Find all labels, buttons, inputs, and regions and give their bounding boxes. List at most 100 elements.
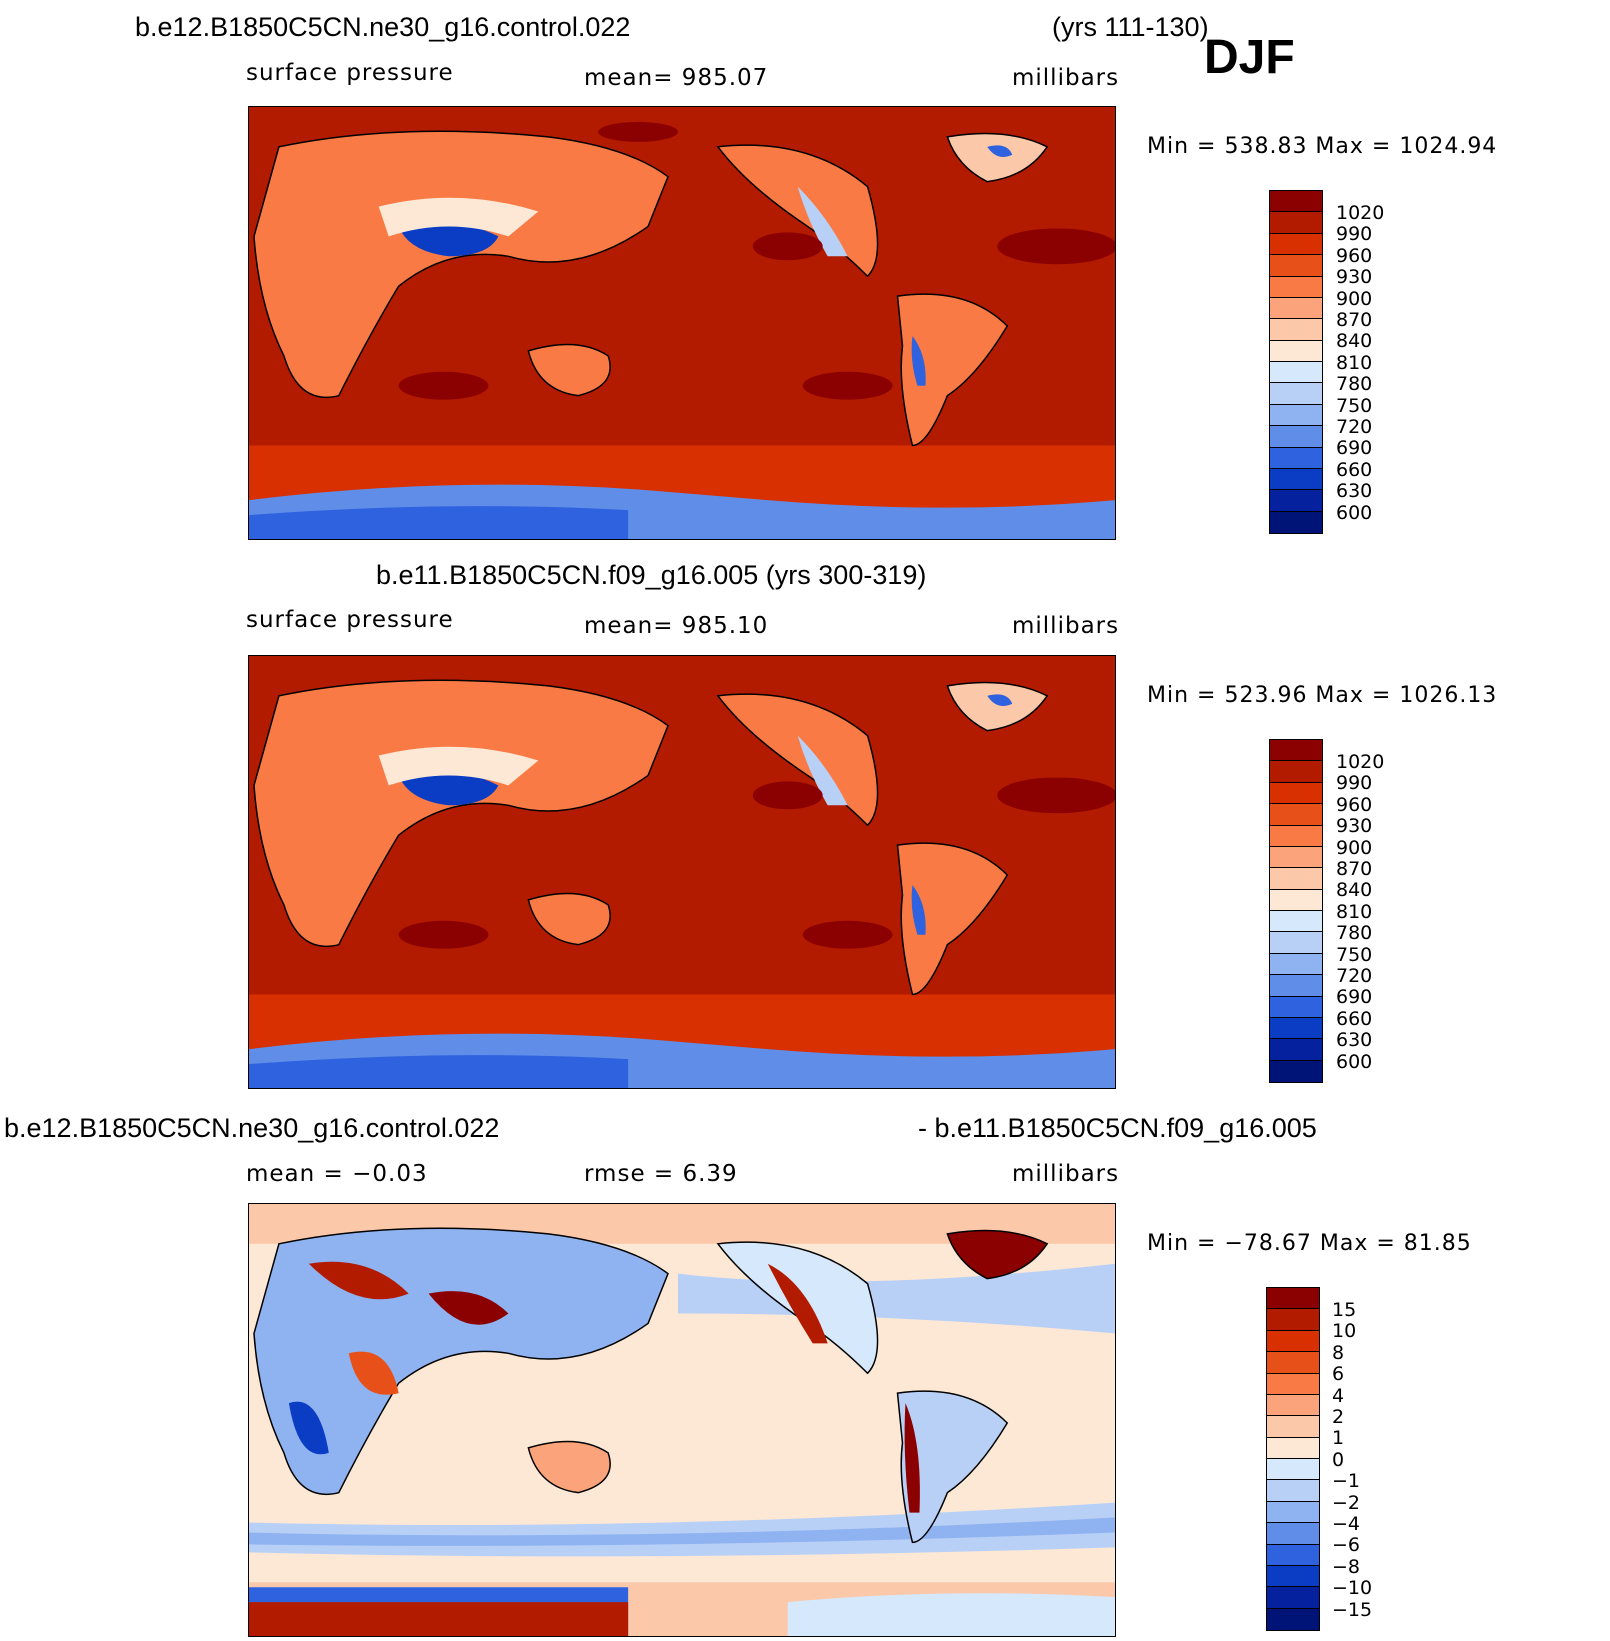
colorbar-tick-label: 720	[1336, 965, 1373, 987]
colorbar-swatch	[1270, 362, 1322, 384]
colorbar-swatch	[1270, 468, 1322, 491]
colorbar-tick-label: −2	[1332, 1491, 1361, 1514]
colorbar-tick-label: 1	[1332, 1427, 1345, 1450]
colorbar-tick-label: 4	[1332, 1384, 1345, 1407]
colorbar-tick-label: −10	[1332, 1577, 1373, 1600]
colorbar-swatch	[1270, 932, 1322, 954]
colorbar-tick-label: 15	[1332, 1299, 1357, 1321]
colorbar-swatch	[1270, 825, 1322, 847]
colorbar-swatch	[1270, 276, 1322, 298]
colorbar-tick-label: 8	[1332, 1341, 1345, 1364]
panel3-colorbar	[1266, 1287, 1320, 1631]
colorbar-tick-label: 990	[1336, 223, 1373, 246]
colorbar-tick-label: 810	[1336, 351, 1373, 374]
colorbar-swatch	[1267, 1523, 1319, 1545]
colorbar-tick-label: 1020	[1336, 751, 1385, 773]
colorbar-swatch	[1267, 1309, 1319, 1331]
colorbar-swatch	[1270, 804, 1322, 826]
panel1-title-right: (yrs 111-130)	[1052, 12, 1209, 42]
colorbar-swatch	[1270, 426, 1322, 448]
panel3-map	[248, 1203, 1116, 1637]
panel2-variable: surface pressure	[246, 607, 454, 633]
colorbar-tick-label: 930	[1336, 815, 1373, 838]
colorbar-swatch	[1270, 782, 1322, 805]
colorbar-swatch	[1270, 740, 1322, 762]
colorbar-tick-label: 900	[1336, 836, 1373, 859]
colorbar-swatch	[1270, 383, 1322, 405]
colorbar-tick-label: −6	[1332, 1534, 1361, 1557]
colorbar-swatch	[1267, 1437, 1319, 1459]
colorbar-swatch	[1270, 447, 1322, 469]
colorbar-tick-label: 690	[1336, 437, 1373, 460]
colorbar-swatch	[1267, 1394, 1319, 1417]
colorbar-swatch	[1267, 1330, 1319, 1353]
colorbar-swatch	[1270, 868, 1322, 890]
colorbar-swatch	[1270, 191, 1322, 213]
colorbar-swatch	[1270, 319, 1322, 341]
colorbar-swatch	[1267, 1501, 1319, 1524]
colorbar-swatch	[1267, 1587, 1319, 1609]
panel1-map	[248, 106, 1116, 540]
colorbar-swatch	[1267, 1565, 1319, 1588]
colorbar-tick-label: 960	[1336, 244, 1373, 267]
colorbar-swatch	[1270, 404, 1322, 427]
colorbar-tick-label: −1	[1332, 1470, 1361, 1493]
colorbar-tick-label: −15	[1332, 1598, 1373, 1621]
panel3-rmse: rmse = 6.39	[584, 1161, 738, 1187]
panel1-colorbar	[1269, 190, 1323, 534]
colorbar-swatch	[1270, 490, 1322, 512]
colorbar-tick-label: 930	[1336, 266, 1373, 289]
colorbar-tick-label: 780	[1336, 922, 1373, 945]
colorbar-tick-label: 870	[1336, 309, 1373, 331]
colorbar-swatch	[1270, 255, 1322, 277]
colorbar-swatch	[1267, 1352, 1319, 1374]
colorbar-tick-label: 6	[1332, 1363, 1345, 1386]
colorbar-swatch	[1270, 889, 1322, 911]
panel2-minmax: Min = 523.96 Max = 1026.13	[1147, 683, 1498, 708]
colorbar-tick-label: 0	[1332, 1448, 1345, 1471]
colorbar-swatch	[1270, 761, 1322, 783]
panel1-minmax: Min = 538.83 Max = 1024.94	[1147, 134, 1498, 159]
colorbar-swatch	[1270, 846, 1322, 869]
colorbar-swatch	[1270, 911, 1322, 933]
colorbar-tick-label: 960	[1336, 793, 1373, 816]
colorbar-tick-label: 720	[1336, 416, 1373, 438]
colorbar-tick-label: 750	[1336, 394, 1373, 417]
panel1-title-left: b.e12.B1850C5CN.ne30_g16.control.022	[135, 12, 631, 42]
colorbar-swatch	[1270, 340, 1322, 362]
colorbar-tick-label: 750	[1336, 943, 1373, 966]
colorbar-tick-label: 660	[1336, 1007, 1373, 1030]
panel3-title-right: - b.e11.B1850C5CN.f09_g16.005	[918, 1113, 1317, 1143]
colorbar-swatch	[1267, 1480, 1319, 1502]
colorbar-tick-label: 630	[1336, 1029, 1373, 1052]
colorbar-tick-label: 810	[1336, 900, 1373, 923]
colorbar-tick-label: 2	[1332, 1406, 1345, 1428]
colorbar-swatch	[1270, 975, 1322, 997]
colorbar-swatch	[1267, 1416, 1319, 1438]
colorbar-swatch	[1270, 996, 1322, 1018]
colorbar-tick-label: 780	[1336, 373, 1373, 396]
colorbar-tick-label: 990	[1336, 772, 1373, 795]
panel2-colorbar	[1269, 739, 1323, 1083]
panel3-minmax: Min = −78.67 Max = 81.85	[1147, 1231, 1472, 1256]
colorbar-tick-label: 870	[1336, 858, 1373, 880]
panel2-mean: mean= 985.10	[584, 613, 769, 639]
colorbar-tick-label: 1020	[1336, 202, 1385, 224]
panel1-variable: surface pressure	[246, 60, 454, 86]
colorbar-tick-label: 10	[1332, 1320, 1357, 1343]
colorbar-tick-label: 600	[1336, 1050, 1373, 1073]
panel3-units: millibars	[1012, 1161, 1120, 1187]
colorbar-swatch	[1267, 1459, 1319, 1481]
colorbar-tick-label: 630	[1336, 480, 1373, 503]
colorbar-swatch	[1270, 212, 1322, 234]
colorbar-tick-label: 840	[1336, 879, 1373, 902]
panel2-map	[248, 655, 1116, 1089]
panel2-title: b.e11.B1850C5CN.f09_g16.005 (yrs 300-319…	[376, 560, 927, 590]
colorbar-swatch	[1270, 1060, 1322, 1082]
colorbar-tick-label: 690	[1336, 986, 1373, 1009]
colorbar-swatch	[1267, 1288, 1319, 1310]
colorbar-swatch	[1270, 297, 1322, 320]
colorbar-tick-label: −4	[1332, 1513, 1361, 1535]
panel1-units: millibars	[1012, 65, 1120, 91]
colorbar-tick-label: 900	[1336, 287, 1373, 310]
